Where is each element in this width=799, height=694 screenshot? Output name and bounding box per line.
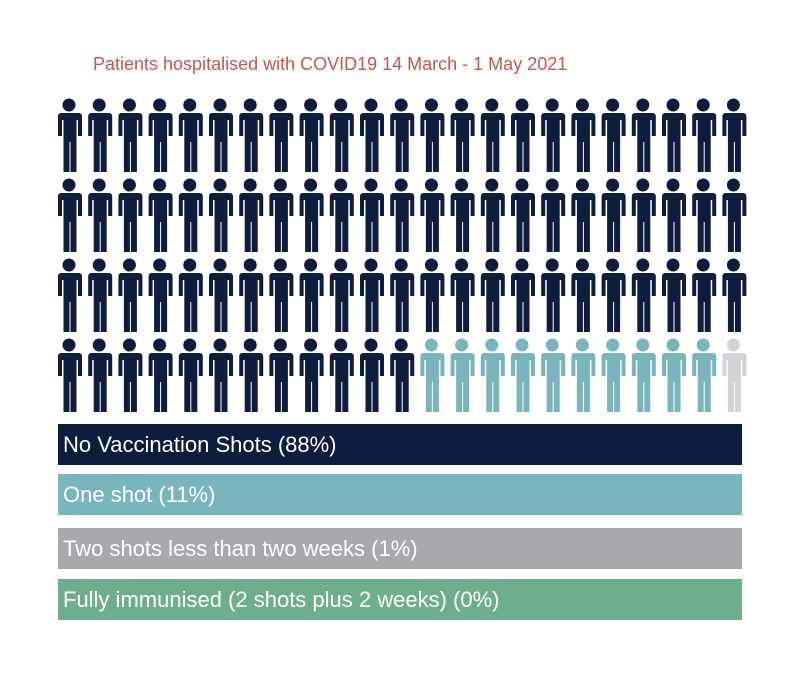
person-icon bbox=[601, 178, 626, 252]
person-icon bbox=[571, 338, 596, 412]
person-icon bbox=[88, 338, 113, 412]
person-icon bbox=[662, 178, 686, 252]
person-icon bbox=[329, 178, 354, 252]
person-icon bbox=[118, 178, 143, 252]
person-icon bbox=[360, 338, 384, 412]
person-icon bbox=[420, 98, 445, 172]
person-icon bbox=[88, 98, 113, 172]
person-icon bbox=[541, 98, 566, 172]
person-icon bbox=[178, 98, 203, 172]
person-icon bbox=[631, 98, 656, 172]
person-icon bbox=[722, 258, 747, 332]
person-icon bbox=[541, 338, 566, 412]
person-icon bbox=[360, 98, 384, 172]
person-icon bbox=[88, 258, 113, 332]
person-icon bbox=[299, 98, 324, 172]
person-icon bbox=[450, 338, 475, 412]
person-icon bbox=[209, 338, 233, 412]
person-icon bbox=[480, 338, 505, 412]
legend-no-vaccination: No Vaccination Shots (88%) bbox=[58, 424, 742, 465]
person-icon bbox=[58, 338, 82, 412]
person-icon bbox=[390, 98, 415, 172]
person-icon bbox=[511, 338, 535, 412]
person-icon bbox=[390, 178, 415, 252]
person-icon bbox=[178, 338, 203, 412]
person-icon bbox=[420, 258, 445, 332]
person-icon bbox=[329, 98, 354, 172]
person-icon bbox=[662, 98, 686, 172]
person-icon bbox=[209, 98, 233, 172]
person-icon bbox=[299, 258, 324, 332]
person-icon bbox=[58, 258, 82, 332]
person-icon bbox=[239, 178, 264, 252]
person-icon bbox=[329, 338, 354, 412]
person-icon bbox=[269, 338, 294, 412]
person-icon bbox=[148, 98, 173, 172]
person-icon bbox=[269, 98, 294, 172]
person-icon bbox=[360, 178, 384, 252]
person-icon bbox=[450, 178, 475, 252]
person-icon bbox=[511, 98, 535, 172]
chart-title: Patients hospitalised with COVID19 14 Ma… bbox=[93, 54, 568, 74]
person-icon bbox=[299, 338, 324, 412]
person-icon bbox=[239, 258, 264, 332]
person-icon bbox=[480, 178, 505, 252]
person-icon bbox=[631, 338, 656, 412]
person-icon bbox=[88, 178, 113, 252]
person-icon bbox=[178, 258, 203, 332]
person-icon bbox=[511, 258, 535, 332]
person-icon bbox=[420, 178, 445, 252]
person-icon bbox=[722, 98, 747, 172]
person-icon bbox=[178, 178, 203, 252]
person-icon bbox=[692, 338, 717, 412]
person-icon bbox=[511, 178, 535, 252]
person-icon bbox=[450, 98, 475, 172]
person-icon bbox=[58, 178, 82, 252]
person-icon bbox=[631, 258, 656, 332]
person-icon bbox=[209, 258, 233, 332]
person-icon bbox=[390, 338, 415, 412]
person-icon bbox=[662, 258, 686, 332]
person-icon bbox=[601, 338, 626, 412]
person-icon bbox=[239, 338, 264, 412]
person-icon bbox=[148, 178, 173, 252]
person-icon bbox=[480, 98, 505, 172]
person-icon bbox=[360, 258, 384, 332]
person-icon bbox=[269, 178, 294, 252]
person-icon bbox=[722, 178, 747, 252]
person-icon bbox=[58, 98, 82, 172]
person-icon bbox=[571, 258, 596, 332]
legend-two-shots: Two shots less than two weeks (1%) bbox=[58, 528, 742, 569]
person-icon bbox=[390, 258, 415, 332]
pictogram-grid bbox=[58, 98, 747, 412]
person-icon bbox=[662, 338, 686, 412]
person-icon bbox=[148, 338, 173, 412]
person-icon bbox=[692, 258, 717, 332]
person-icon bbox=[692, 178, 717, 252]
person-icon bbox=[601, 258, 626, 332]
person-icon bbox=[692, 98, 717, 172]
person-icon bbox=[209, 178, 233, 252]
person-icon bbox=[722, 338, 747, 412]
person-icon bbox=[118, 98, 143, 172]
person-icon bbox=[299, 178, 324, 252]
person-icon bbox=[601, 98, 626, 172]
person-icon bbox=[269, 258, 294, 332]
person-icon bbox=[148, 258, 173, 332]
person-icon bbox=[450, 258, 475, 332]
person-icon bbox=[541, 178, 566, 252]
person-icon bbox=[420, 338, 445, 412]
person-icon bbox=[118, 338, 143, 412]
person-icon bbox=[631, 178, 656, 252]
person-icon bbox=[541, 258, 566, 332]
person-icon bbox=[239, 98, 264, 172]
person-icon bbox=[571, 98, 596, 172]
legend-one-shot: One shot (11%) bbox=[58, 474, 742, 515]
person-icon bbox=[571, 178, 596, 252]
person-icon bbox=[329, 258, 354, 332]
person-icon bbox=[480, 258, 505, 332]
person-icon bbox=[118, 258, 143, 332]
legend-fully-immunised: Fully immunised (2 shots plus 2 weeks) (… bbox=[58, 579, 742, 620]
